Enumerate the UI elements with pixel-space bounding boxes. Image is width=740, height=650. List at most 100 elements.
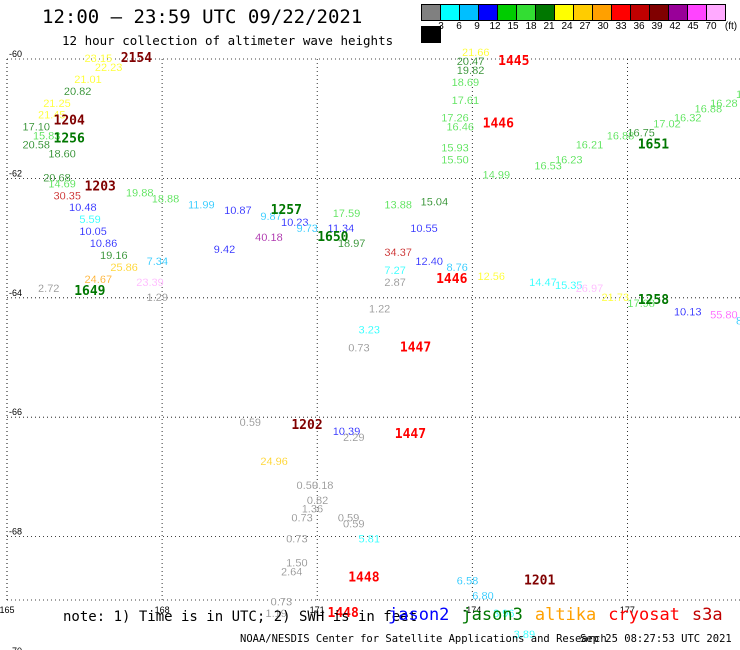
wave-height-value: 20.58	[23, 140, 51, 152]
wave-height-value: 0.82	[307, 495, 328, 507]
wave-height-value: 40.18	[255, 232, 283, 244]
pass-time-label: 1256	[54, 132, 85, 147]
wave-height-value: 18.97	[338, 238, 366, 250]
wave-height-value: 1.19	[266, 608, 287, 620]
footer-timestamp: Sep 25 08:27:53 UTC 2021	[580, 633, 732, 645]
wave-height-value: 0.73	[348, 343, 369, 355]
wave-height-value: 15.35	[555, 280, 583, 292]
legend-label: 39	[651, 21, 663, 32]
wave-height-value: 21.45	[38, 110, 66, 122]
wave-height-value: 16.32	[674, 113, 702, 125]
satellite-name-jason3: jason3	[461, 605, 523, 625]
wave-height-value: 24.67	[85, 274, 113, 286]
legend-label: 6	[456, 21, 462, 32]
pass-time-label: 1204	[54, 114, 85, 129]
wave-height-value: 16.23	[555, 154, 583, 166]
footer-note: note: 1) Time is in UTC; 2) SWH is in fe…	[63, 609, 418, 625]
wave-height-value: 10.48	[69, 202, 97, 214]
latitude-label: -68	[9, 527, 22, 537]
wave-height-value: 0.18	[312, 480, 333, 492]
pass-time-label: 1446	[436, 272, 467, 287]
wave-height-value: 17.26	[441, 113, 469, 125]
wave-height-value: 2.87	[384, 277, 405, 289]
satellite-name-altika: altika	[534, 605, 597, 625]
legend-label: 42	[669, 21, 681, 32]
pass-time-label: 1201	[524, 573, 555, 588]
wave-height-value: 24.96	[260, 456, 288, 468]
wave-height-value: 16.46	[446, 122, 474, 134]
legend-unit: (ft)	[724, 21, 738, 32]
wave-height-value: 5.81	[359, 534, 380, 546]
wave-height-value: 14.69	[48, 178, 76, 190]
wave-height-value: 1.22	[369, 304, 390, 316]
wave-height-value: 20.47	[457, 56, 485, 68]
longitude-label: 165	[0, 605, 15, 615]
wave-height-value: 12.56	[477, 271, 505, 283]
wave-height-value: 0.73	[291, 513, 312, 525]
wave-height-value: 10.23	[281, 217, 309, 229]
satellite-legend: jason2 jason3 altika cryosat s3a	[388, 605, 735, 625]
wave-height-value: 1.36	[302, 504, 323, 516]
wave-height-value: 21.25	[43, 98, 71, 110]
legend-label: 45	[687, 21, 699, 32]
wave-height-value: 16.28	[710, 98, 738, 110]
legend-label: 12	[489, 21, 501, 32]
legend-label: 33	[615, 21, 627, 32]
latitude-label: -60	[9, 49, 22, 59]
pass-time-label: 1448	[328, 606, 359, 621]
wave-height-value: 5.59	[79, 214, 100, 226]
wave-height-value: 10.13	[674, 307, 702, 319]
wave-height-value: 17.61	[452, 95, 480, 107]
wave-height-value: 22.23	[95, 62, 123, 74]
wave-height-value: 2.64	[281, 566, 302, 578]
wave-height-value: 10.87	[224, 205, 252, 217]
legend-label: 18	[525, 21, 537, 32]
longitude-label: -174	[463, 605, 481, 615]
legend-label: 30	[597, 21, 609, 32]
pass-time-label: 1447	[400, 341, 431, 356]
wave-height-value: 0.59	[338, 513, 359, 525]
wave-height-value: 16.53	[534, 160, 562, 172]
wave-height-value: 34.37	[384, 247, 412, 259]
wave-height-value: 21.73	[602, 292, 630, 304]
wave-height-value: 14.47	[529, 277, 557, 289]
longitude-label: 171	[310, 605, 325, 615]
wave-height-value: 16.21	[736, 89, 740, 101]
wave-height-value: 1.29	[147, 292, 168, 304]
wave-height-value: 9.87	[260, 211, 281, 223]
wave-height-value: 20.82	[64, 86, 92, 98]
wave-height-value: 10.05	[79, 226, 107, 238]
legend-swatch	[706, 4, 726, 21]
latitude-label: -70	[9, 646, 22, 650]
wave-height-value: 18.60	[48, 149, 76, 161]
legend-label: 36	[633, 21, 645, 32]
wave-height-value: 0.73	[271, 596, 292, 608]
wave-height-value: 18.69	[452, 77, 480, 89]
wave-height-value: 3.96	[493, 608, 514, 620]
wave-height-value: 30.35	[54, 190, 82, 202]
latitude-label: -66	[9, 407, 22, 417]
wave-height-value: 11.34	[328, 223, 355, 235]
wave-height-value: 16.21	[576, 140, 604, 152]
wave-height-value: 16.88	[607, 131, 635, 143]
pass-time-label: 1202	[291, 418, 322, 433]
wave-height-value: 6.58	[457, 575, 478, 587]
pass-time-label: 1446	[483, 117, 514, 132]
wave-height-value: 15.93	[441, 143, 469, 155]
longitude-label: 168	[155, 605, 170, 615]
wave-height-value: 8.76	[736, 316, 740, 328]
wave-height-value: 17.98	[627, 298, 655, 310]
pass-time-label: 1258	[638, 293, 669, 308]
wave-height-value: 10.86	[90, 238, 118, 250]
wave-height-value: 18.88	[152, 193, 180, 205]
wave-height-value: 0.73	[286, 534, 307, 546]
wave-height-value: 55.80	[710, 310, 738, 322]
wave-height-value: 17.59	[333, 208, 361, 220]
wave-height-value: 12.40	[415, 256, 443, 268]
pass-time-label: 2154	[121, 51, 152, 66]
wave-height-value: 3.89	[514, 629, 535, 641]
wave-height-value: 10.39	[333, 426, 361, 438]
wave-height-value: 19.16	[100, 250, 128, 262]
wave-height-value: 2.29	[343, 432, 364, 444]
